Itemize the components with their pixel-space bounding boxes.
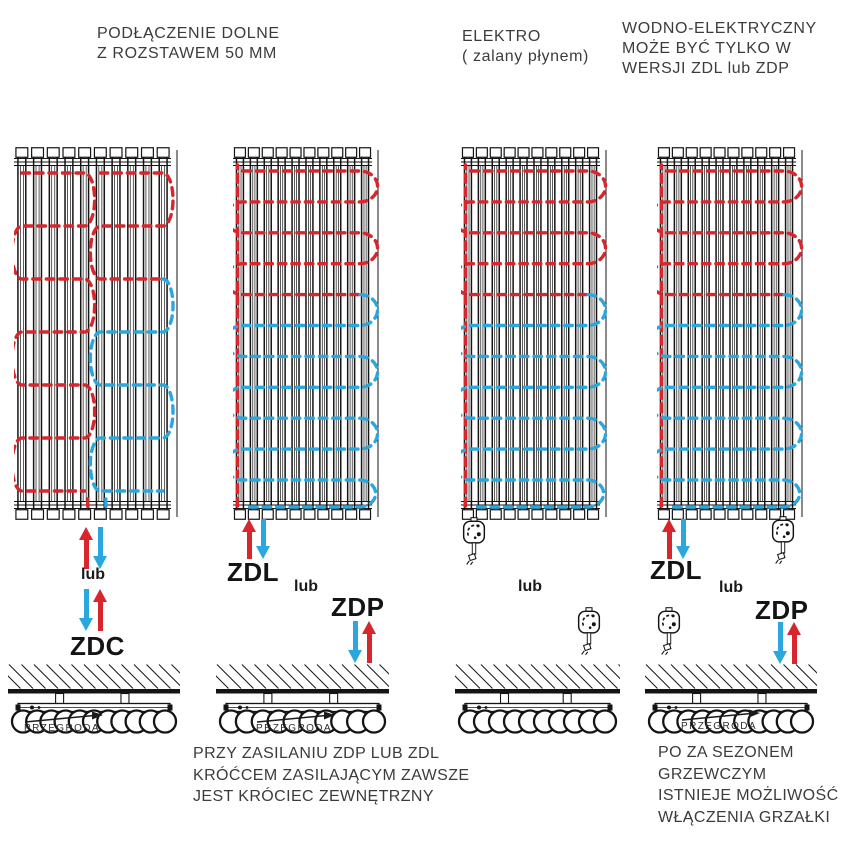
zdl-label: ZDL [650, 555, 703, 585]
electric-heater-icon [461, 517, 487, 572]
heading-line: PODŁĄCZENIE DOLNE [97, 25, 280, 42]
lub-label: lub [294, 578, 318, 595]
przegroda-label: PRZEGRODA [256, 723, 332, 734]
radiator-zdl-zdp-diagram [233, 147, 380, 520]
return-arrow-icon [93, 527, 107, 569]
supply-arrow-icon [93, 589, 107, 631]
radiator-wodno-elektryczny-diagram [657, 147, 804, 520]
heading-line: ELEKTRO [462, 28, 541, 45]
heading-wodno-elektryczny: WODNO-ELEKTRYCZNY MOŻE BYĆ TYLKO W WERSJ… [622, 19, 817, 79]
supply-arrow-icon [662, 519, 676, 559]
zdp-label: ZDP [755, 595, 809, 625]
przegroda-callout: PRZEGRODA [681, 708, 765, 732]
wall-mount-cross-section [8, 664, 180, 734]
callout-arrow-icon [256, 711, 335, 723]
footnote-line: JEST KRÓCIEC ZEWNĘTRZNY [193, 788, 434, 805]
zdl-label: ZDL [227, 557, 280, 587]
return-arrow-icon [676, 519, 690, 559]
footnote-zasilanie: PRZY ZASILANIU ZDP LUB ZDL KRÓĆCEM ZASIL… [193, 743, 470, 808]
return-arrow-icon [348, 621, 362, 663]
wall-mount-cross-section [455, 664, 620, 734]
footnote-line: ISTNIEJE MOŻLIWOŚĆ [658, 787, 839, 804]
lub-label: lub [719, 579, 743, 596]
heading-line: ( zalany płynem) [462, 48, 589, 65]
electric-heater-icon [770, 516, 796, 571]
heading-podlaczenie-dolne: PODŁĄCZENIE DOLNE Z ROZSTAWEM 50 MM [97, 24, 280, 64]
supply-arrow-icon [787, 622, 801, 664]
supply-arrow-icon [362, 621, 376, 663]
footnote-line: PO ZA SEZONEM [658, 744, 794, 761]
electric-heater-icon [656, 607, 682, 662]
heading-line: MOŻE BYĆ TYLKO W [622, 40, 792, 57]
przegroda-label: PRZEGRODA [24, 723, 100, 734]
zdc-label: ZDC [70, 631, 125, 661]
callout-arrow-icon [681, 709, 760, 721]
radiator-zdc-diagram [14, 147, 178, 520]
lub-label: lub [81, 566, 105, 583]
zdp-label: ZDP [331, 592, 385, 622]
przegroda-label: PRZEGRODA [681, 721, 757, 732]
heading-line: Z ROZSTAWEM 50 MM [97, 45, 277, 62]
footnote-line: GRZEWCZYM [658, 765, 767, 783]
return-arrow-icon [79, 589, 93, 631]
footnote-line: WŁĄCZENIA GRZAŁKI [658, 808, 831, 826]
footnote-grzalka: PO ZA SEZONEM GRZEWCZYM ISTNIEJE MOŻLIWO… [658, 742, 839, 828]
footnote-line: KRÓĆCEM ZASILAJĄCYM ZAWSZE [193, 766, 470, 784]
radiator-elektro-diagram [461, 147, 608, 520]
electric-heater-icon [576, 607, 602, 662]
supply-arrow-icon [79, 527, 93, 569]
przegroda-callout: PRZEGRODA [256, 710, 340, 734]
przegroda-callout: PRZEGRODA [24, 710, 108, 734]
wall-mount-cross-section [216, 664, 389, 734]
heading-line: WERSJI ZDL lub ZDP [622, 60, 790, 77]
supply-arrow-icon [242, 519, 256, 559]
return-arrow-icon [256, 519, 270, 559]
footnote-line: PRZY ZASILANIU ZDP LUB ZDL [193, 745, 440, 762]
return-arrow-icon [773, 622, 787, 664]
lub-label: lub [518, 578, 542, 595]
callout-arrow-icon [24, 711, 103, 723]
heading-elektro: ELEKTRO ( zalany płynem) [462, 27, 589, 67]
heading-line: WODNO-ELEKTRYCZNY [622, 20, 817, 37]
